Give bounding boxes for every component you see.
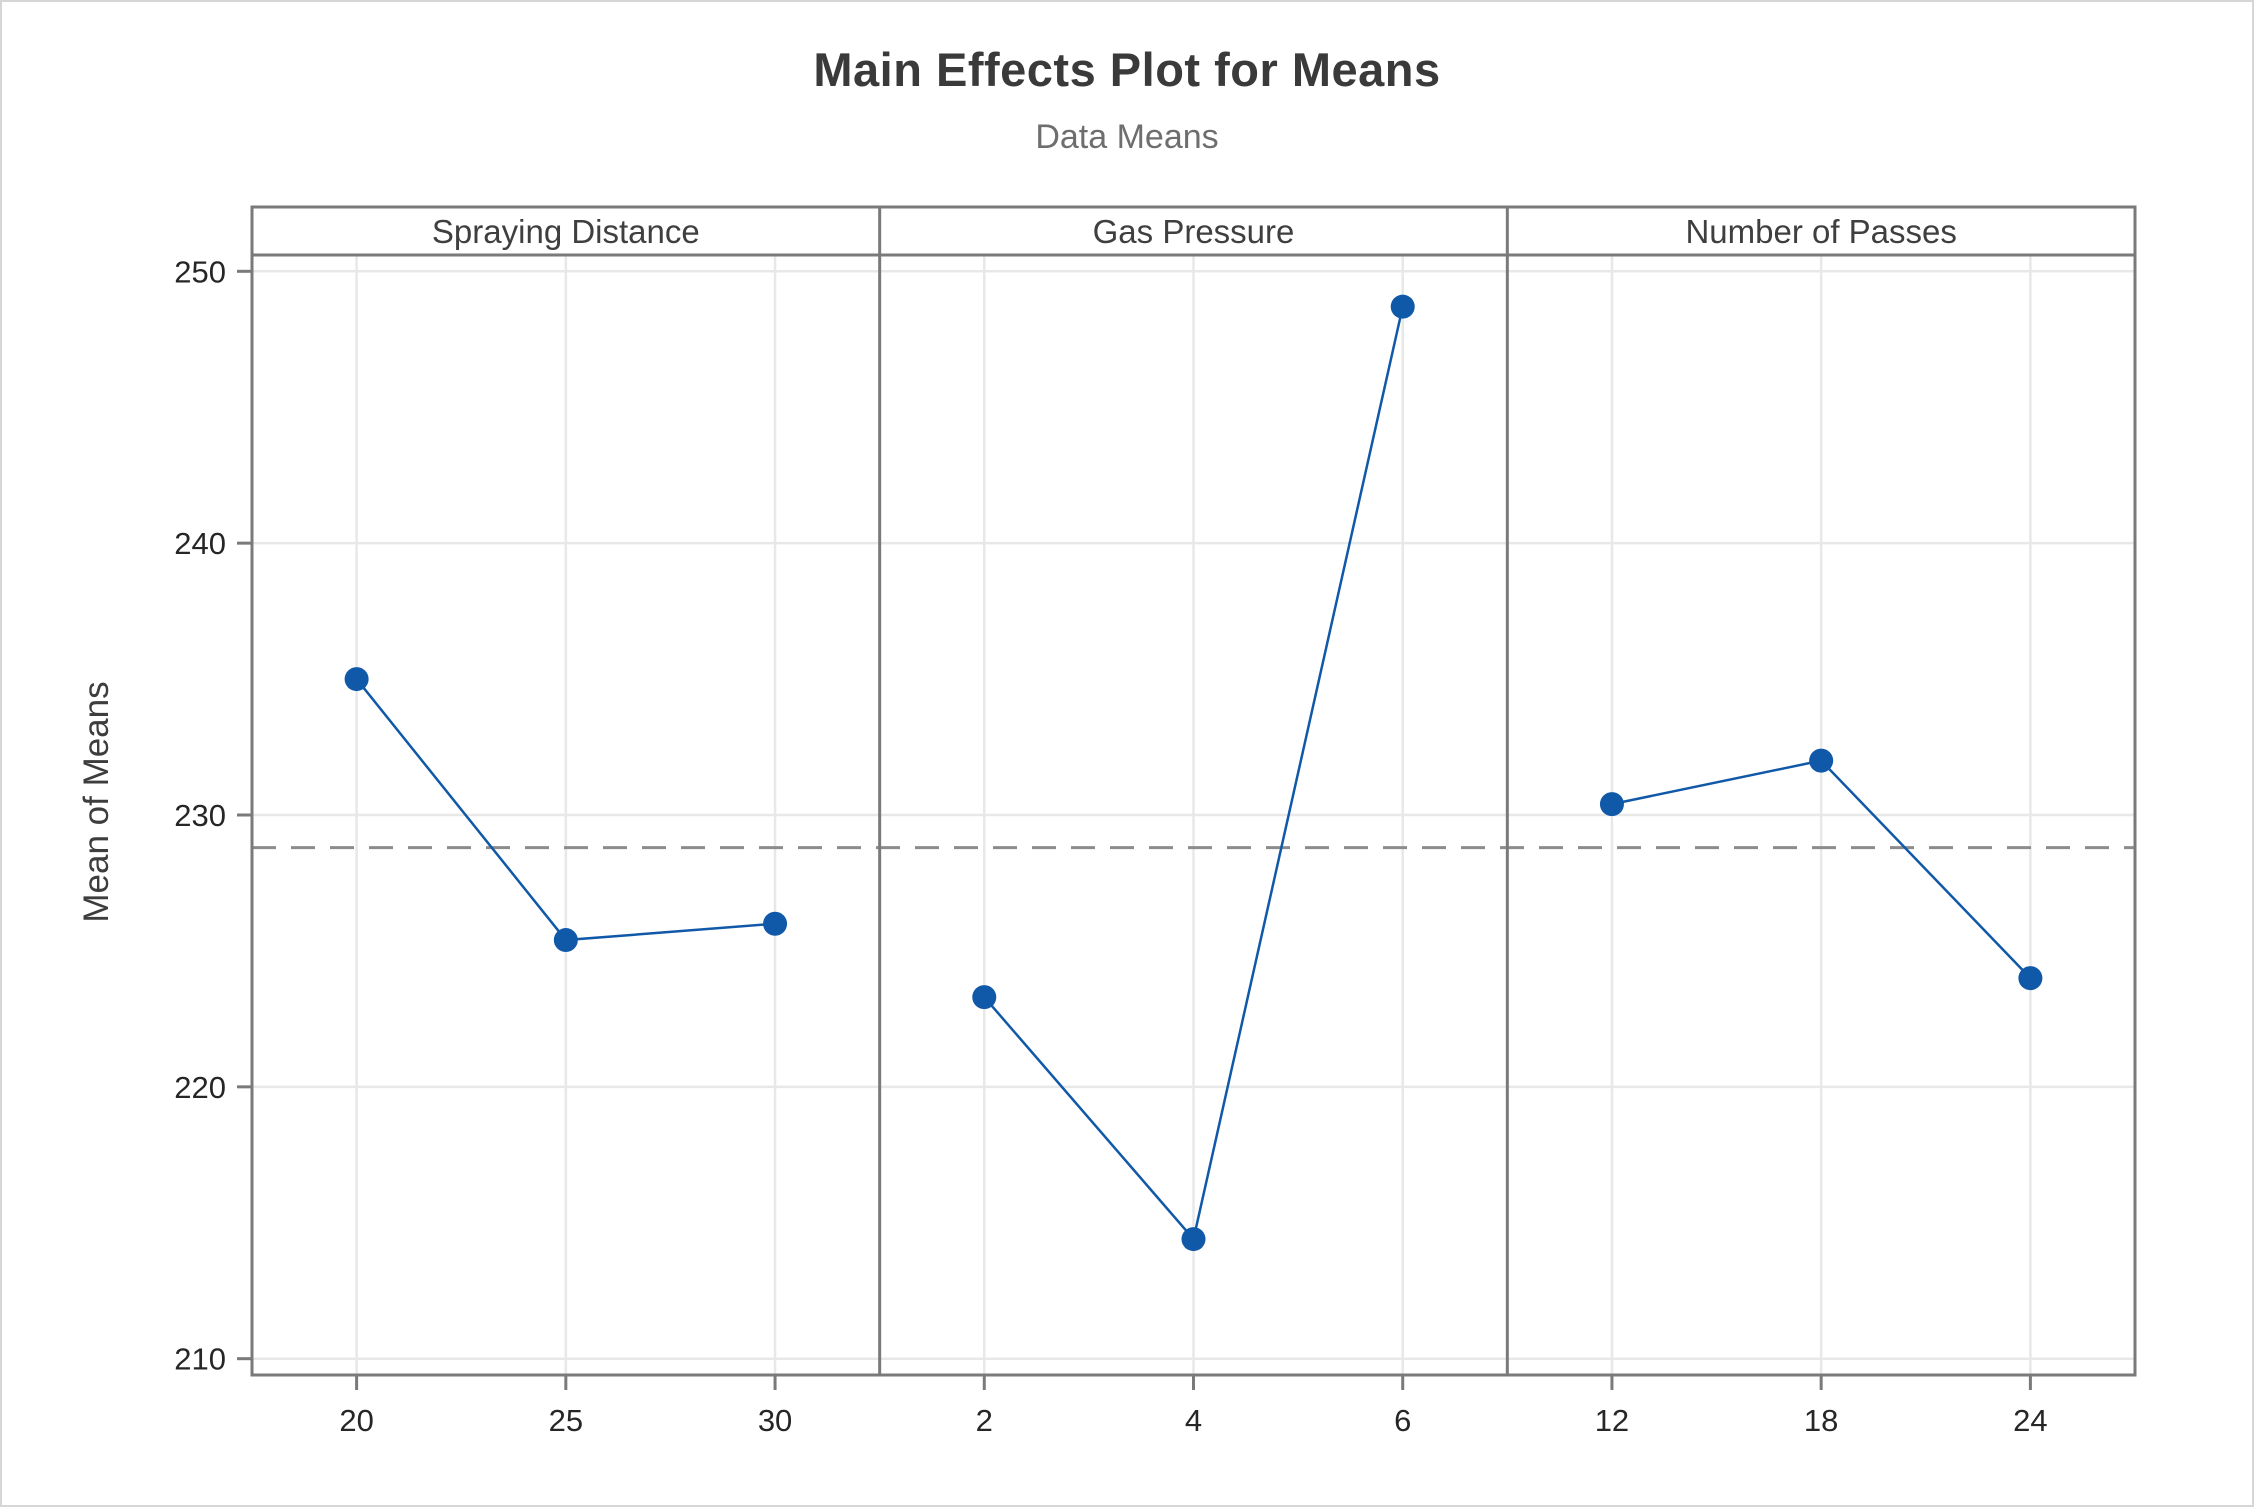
x-tick-label: 2 — [976, 1403, 993, 1438]
gridlines — [252, 255, 2135, 1375]
data-point — [972, 985, 997, 1010]
y-tick-label: 210 — [174, 1342, 226, 1377]
panel-header-label: Number of Passes — [1685, 213, 1956, 250]
x-tick-label: 6 — [1394, 1403, 1411, 1438]
x-tick-label: 25 — [549, 1403, 583, 1438]
data-point — [763, 911, 788, 936]
y-tick-label: 230 — [174, 798, 226, 833]
y-tick-label: 220 — [174, 1070, 226, 1105]
y-tick-label: 240 — [174, 526, 226, 561]
x-tick-label: 4 — [1185, 1403, 1202, 1438]
x-tick-label: 24 — [2013, 1403, 2047, 1438]
data-point — [2018, 966, 2043, 991]
x-tick-label: 18 — [1804, 1403, 1838, 1438]
x-tick-label: 30 — [758, 1403, 792, 1438]
data-point — [344, 667, 369, 692]
chart-subtitle: Data Means — [1035, 118, 1219, 156]
x-tick-label: 20 — [339, 1403, 373, 1438]
panel-borders — [250, 205, 2137, 1377]
panel-header-label: Gas Pressure — [1093, 213, 1295, 250]
panel-header-label: Spraying Distance — [432, 213, 700, 250]
data-point — [1390, 294, 1415, 319]
data-point — [1181, 1227, 1206, 1252]
data-point — [1809, 748, 1834, 773]
series-gas-pressure — [972, 294, 1415, 1252]
y-tick-label: 250 — [174, 254, 226, 289]
data-point — [1599, 792, 1624, 817]
series-number-of-passes — [1599, 748, 2043, 991]
x-tick-label: 12 — [1595, 1403, 1629, 1438]
data-point — [553, 928, 578, 953]
chart-title: Main Effects Plot for Means — [813, 43, 1441, 96]
series-spraying-distance — [344, 667, 788, 953]
